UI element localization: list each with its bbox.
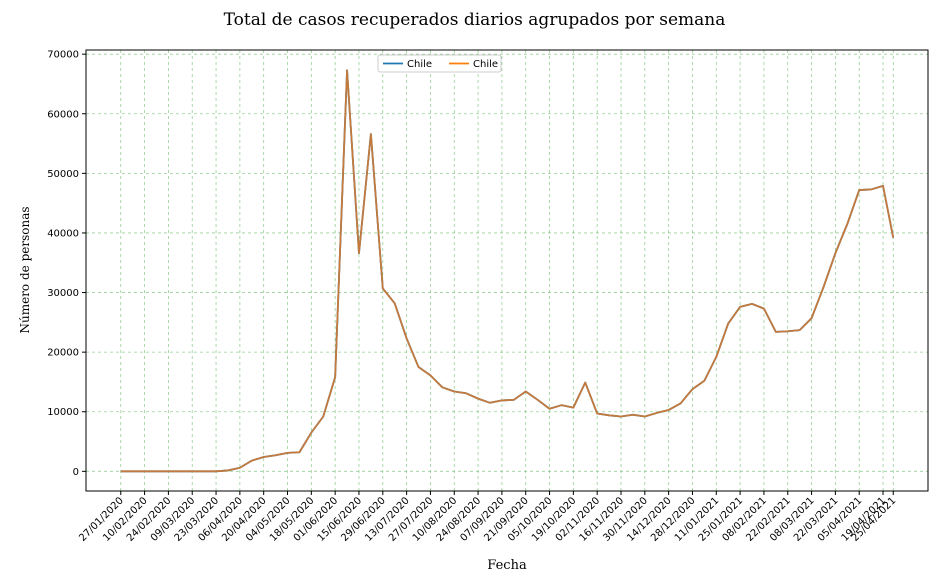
y-tick-label: 10000 xyxy=(47,407,79,418)
legend: Chile Chile xyxy=(377,54,502,73)
y-axis: 0 10000 20000 30000 40000 50000 60000 70000 xyxy=(47,50,86,478)
y-tick-label: 70000 xyxy=(47,50,79,61)
series-line-1 xyxy=(120,69,895,473)
series-line-2 xyxy=(120,69,895,473)
plot-frame xyxy=(85,49,929,492)
x-axis-label: Fecha xyxy=(487,558,527,573)
y-tick-label: 50000 xyxy=(47,169,79,180)
legend-label-2: Chile xyxy=(473,59,498,70)
grid-lines xyxy=(86,50,928,491)
legend-label-1: Chile xyxy=(407,59,432,70)
y-tick-label: 60000 xyxy=(47,109,79,120)
x-axis: 27/01/202010/02/202024/02/202009/03/2020… xyxy=(77,491,898,544)
series-lines xyxy=(120,69,895,473)
legend-box xyxy=(377,54,502,73)
y-tick-label: 20000 xyxy=(47,348,79,359)
y-tick-label: 30000 xyxy=(47,288,79,299)
chart-title: Total de casos recuperados diarios agrup… xyxy=(223,10,726,30)
y-tick-label: 0 xyxy=(73,467,79,478)
y-tick-label: 40000 xyxy=(47,228,79,239)
